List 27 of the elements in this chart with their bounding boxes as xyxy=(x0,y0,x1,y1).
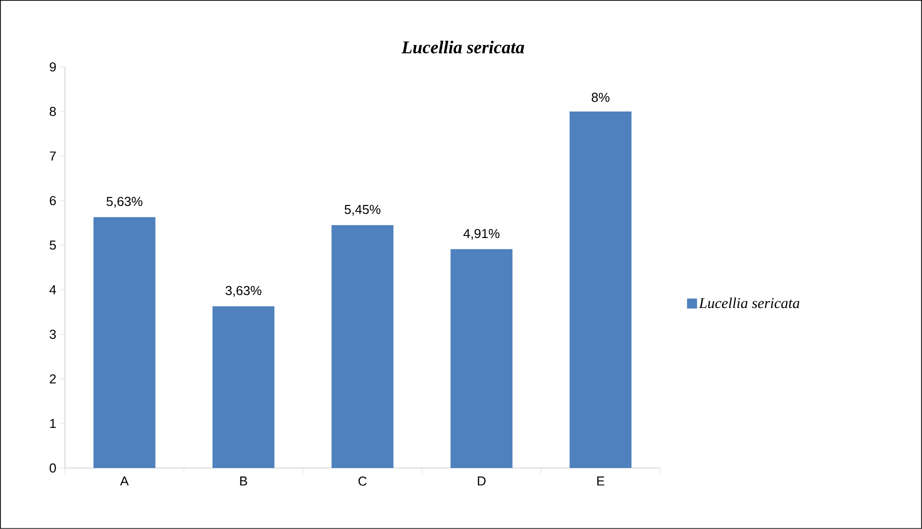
x-tick-label: C xyxy=(358,476,367,486)
x-tick-label: A xyxy=(120,476,129,486)
bar xyxy=(570,112,632,468)
bar xyxy=(212,306,274,468)
data-label: 8% xyxy=(592,92,610,102)
y-tick-label: 4 xyxy=(49,285,56,294)
y-tick-label: 7 xyxy=(50,152,56,161)
bar xyxy=(332,225,394,468)
chart-title: Lucellia sericata xyxy=(401,40,524,54)
y-tick-label: 3 xyxy=(50,330,56,339)
x-tick-label: B xyxy=(240,476,248,486)
y-tick-label: 2 xyxy=(50,374,56,384)
y-tick-label: 8 xyxy=(50,106,56,116)
y-tick-label: 9 xyxy=(50,62,56,72)
bar xyxy=(93,217,156,468)
data-label: 3,63% xyxy=(226,286,262,297)
x-tick-label: E xyxy=(597,476,604,486)
data-label: 5,45% xyxy=(344,204,380,216)
y-tick-label: 6 xyxy=(50,196,56,206)
data-label: 5,63% xyxy=(106,196,142,208)
y-tick-label: 5 xyxy=(50,240,56,250)
legend-label: Lucellia sericata xyxy=(698,298,800,308)
bar xyxy=(450,249,512,468)
y-tick-label: 1 xyxy=(50,419,56,428)
y-tick-label: 0 xyxy=(50,463,56,473)
data-label: 4,91% xyxy=(463,228,500,240)
x-tick-label: D xyxy=(478,476,486,486)
